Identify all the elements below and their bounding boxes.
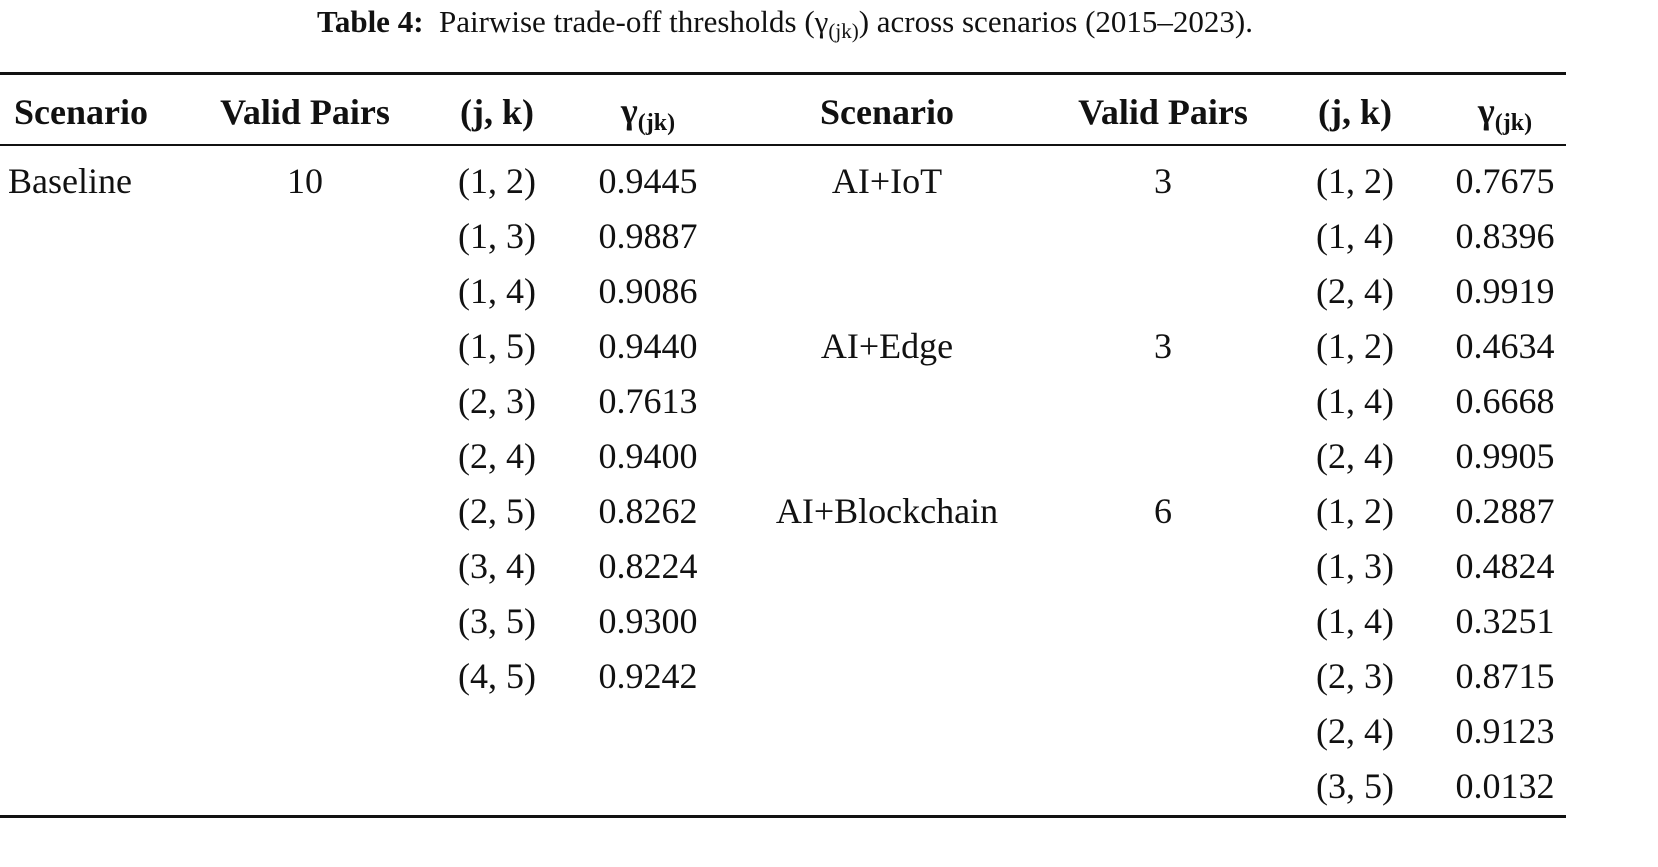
pair-cell: (2, 3) <box>458 381 536 421</box>
gamma-cell: 0.8262 <box>598 491 698 531</box>
gamma-cell: 0.3251 <box>1455 601 1555 641</box>
header-cell: Scenario <box>14 92 148 132</box>
header-cell: Valid Pairs <box>220 92 390 132</box>
gamma-cell: 0.9919 <box>1455 271 1555 311</box>
table-caption: Table 4: Pairwise trade-off thresholds (… <box>0 2 1570 51</box>
header-symbol: γ <box>1477 91 1495 131</box>
pair-cell: (1, 4) <box>1316 216 1394 256</box>
header-symbol: γ <box>620 91 638 131</box>
pair-cell: (4, 5) <box>458 656 536 696</box>
gamma-cell: 0.9400 <box>598 436 698 476</box>
caption-subscript: (jk) <box>828 19 859 43</box>
pair-cell: (1, 2) <box>1316 161 1394 201</box>
scenario-cell: Baseline <box>8 161 132 201</box>
scenario-cell: AI+IoT <box>831 161 943 201</box>
pair-cell: (1, 2) <box>458 161 536 201</box>
gamma-cell: 0.0132 <box>1455 766 1555 806</box>
gamma-cell: 0.9242 <box>598 656 698 696</box>
caption-text: Pairwise trade-off thresholds (γ <box>439 4 829 39</box>
pair-cell: (1, 2) <box>1316 326 1394 366</box>
header-cell: γ(jk) <box>1478 93 1532 135</box>
header-cell: γ(jk) <box>621 93 675 135</box>
pair-cell: (2, 4) <box>1316 271 1394 311</box>
valid-pairs-cell: 3 <box>1154 326 1172 366</box>
header-cell: Scenario <box>820 92 954 132</box>
gamma-cell: 0.9440 <box>598 326 698 366</box>
gamma-cell: 0.9300 <box>598 601 698 641</box>
gamma-cell: 0.4824 <box>1455 546 1555 586</box>
valid-pairs-cell: 6 <box>1154 491 1172 531</box>
caption-label: Table 4: <box>317 4 424 39</box>
pair-cell: (2, 4) <box>458 436 536 476</box>
gamma-cell: 0.9086 <box>598 271 698 311</box>
gamma-cell: 0.8224 <box>598 546 698 586</box>
pair-cell: (1, 3) <box>458 216 536 256</box>
header-rule <box>0 144 1566 146</box>
gamma-cell: 0.4634 <box>1455 326 1555 366</box>
scenario-cell: AI+Blockchain <box>775 491 999 531</box>
gamma-cell: 0.8396 <box>1455 216 1555 256</box>
pair-cell: (1, 2) <box>1316 491 1394 531</box>
pair-cell: (1, 4) <box>458 271 536 311</box>
gamma-cell: 0.9905 <box>1455 436 1555 476</box>
header-subscript: (jk) <box>1494 110 1533 136</box>
gamma-cell: 0.8715 <box>1455 656 1555 696</box>
pair-cell: (2, 5) <box>458 491 536 531</box>
header-cell: (j, k) <box>460 92 534 132</box>
pair-cell: (1, 4) <box>1316 381 1394 421</box>
gamma-cell: 0.9887 <box>598 216 698 256</box>
gamma-cell: 0.2887 <box>1455 491 1555 531</box>
header-cell: Valid Pairs <box>1078 92 1248 132</box>
pair-cell: (2, 4) <box>1316 711 1394 751</box>
caption-text: ) across scenarios (2015–2023). <box>858 4 1253 39</box>
header-subscript: (jk) <box>637 110 676 136</box>
header-cell: (j, k) <box>1318 92 1392 132</box>
top-rule <box>0 72 1566 75</box>
gamma-cell: 0.7675 <box>1455 161 1555 201</box>
pair-cell: (3, 5) <box>458 601 536 641</box>
pair-cell: (3, 4) <box>458 546 536 586</box>
valid-pairs-cell: 10 <box>287 161 323 201</box>
gamma-cell: 0.9123 <box>1455 711 1555 751</box>
gamma-cell: 0.9445 <box>598 161 698 201</box>
pair-cell: (1, 3) <box>1316 546 1394 586</box>
valid-pairs-cell: 3 <box>1154 161 1172 201</box>
pair-cell: (1, 4) <box>1316 601 1394 641</box>
pair-cell: (1, 5) <box>458 326 536 366</box>
gamma-cell: 0.6668 <box>1455 381 1555 421</box>
gamma-cell: 0.7613 <box>598 381 698 421</box>
pair-cell: (3, 5) <box>1316 766 1394 806</box>
pair-cell: (2, 4) <box>1316 436 1394 476</box>
pair-cell: (2, 3) <box>1316 656 1394 696</box>
bottom-rule <box>0 815 1566 818</box>
scenario-cell: AI+Edge <box>820 326 954 366</box>
